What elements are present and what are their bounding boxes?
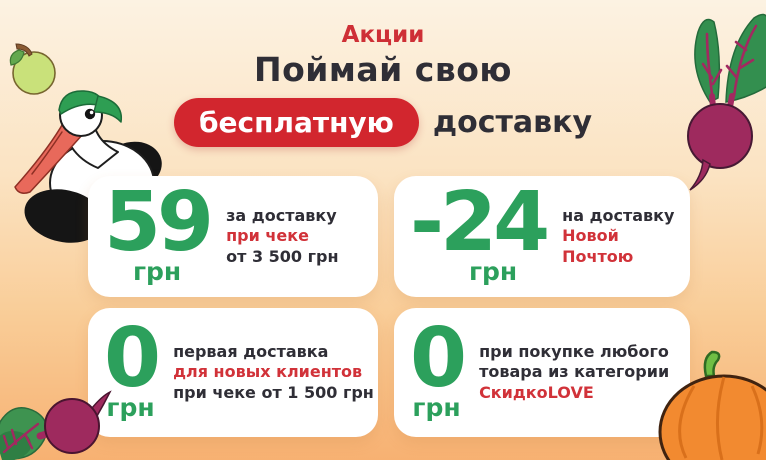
price-unit: грн: [468, 257, 518, 286]
promo-card-59-uah[interactable]: 59 грн за доставку при чеке от 3 500 грн: [88, 176, 378, 297]
pumpkin-illustration: [650, 350, 766, 460]
price-value: 0: [410, 311, 467, 406]
desc-line: на доставку: [562, 205, 675, 225]
desc-line: СкидкоLOVE: [479, 382, 594, 402]
highlight-pill: бесплатную: [173, 98, 419, 147]
price-unit: грн: [412, 393, 461, 422]
price-unit: грн: [132, 257, 182, 286]
apple-illustration: [6, 40, 60, 96]
desc-line: товара из категории: [479, 362, 670, 382]
price-amount: -24 грн: [410, 175, 550, 286]
price-value: 59: [104, 175, 214, 270]
desc-line: для новых клиентов: [173, 362, 363, 382]
promo-description: при покупке любого товара из категории С…: [479, 342, 669, 404]
promo-title-line2-rest: доставку: [432, 105, 593, 140]
desc-line: от 3 500 грн: [226, 246, 339, 266]
desc-line: Почтою: [562, 246, 634, 266]
promo-description: за доставку при чеке от 3 500 грн: [226, 206, 338, 268]
promo-card-minus-24-uah[interactable]: -24 грн на доставку Новой Почтою: [394, 176, 690, 297]
section-kicker: Акции: [341, 22, 425, 48]
price-amount: 59 грн: [104, 175, 214, 286]
price-unit: грн: [106, 393, 155, 422]
promo-card-0-uah-skidkolove[interactable]: 0 грн при покупке любого товара из катег…: [394, 308, 690, 437]
desc-line: первая доставка: [173, 341, 329, 361]
beet-top-right-illustration: [676, 6, 766, 192]
price-amount: 0 грн: [410, 311, 467, 422]
desc-line: Новой: [562, 226, 619, 246]
promo-title-line1: Поймай свою: [254, 50, 512, 89]
desc-line: за доставку: [226, 205, 337, 225]
price-value: 0: [104, 311, 161, 406]
price-amount: 0 грн: [104, 311, 161, 422]
promo-description: на доставку Новой Почтою: [562, 206, 674, 268]
desc-line: при чеке от 1 500 грн: [173, 382, 374, 402]
promo-card-0-uah-new-clients[interactable]: 0 грн первая доставка для новых клиентов…: [88, 308, 378, 437]
price-value: -24: [410, 175, 550, 270]
promo-cards-grid: 59 грн за доставку при чеке от 3 500 грн…: [88, 176, 690, 437]
desc-line: при чеке: [226, 226, 309, 246]
desc-line: при покупке любого: [479, 341, 669, 361]
beet-bottom-left-illustration: [0, 388, 114, 460]
promo-title-line2: бесплатную доставку: [0, 98, 766, 147]
promo-description: первая доставка для новых клиентов при ч…: [173, 342, 374, 404]
